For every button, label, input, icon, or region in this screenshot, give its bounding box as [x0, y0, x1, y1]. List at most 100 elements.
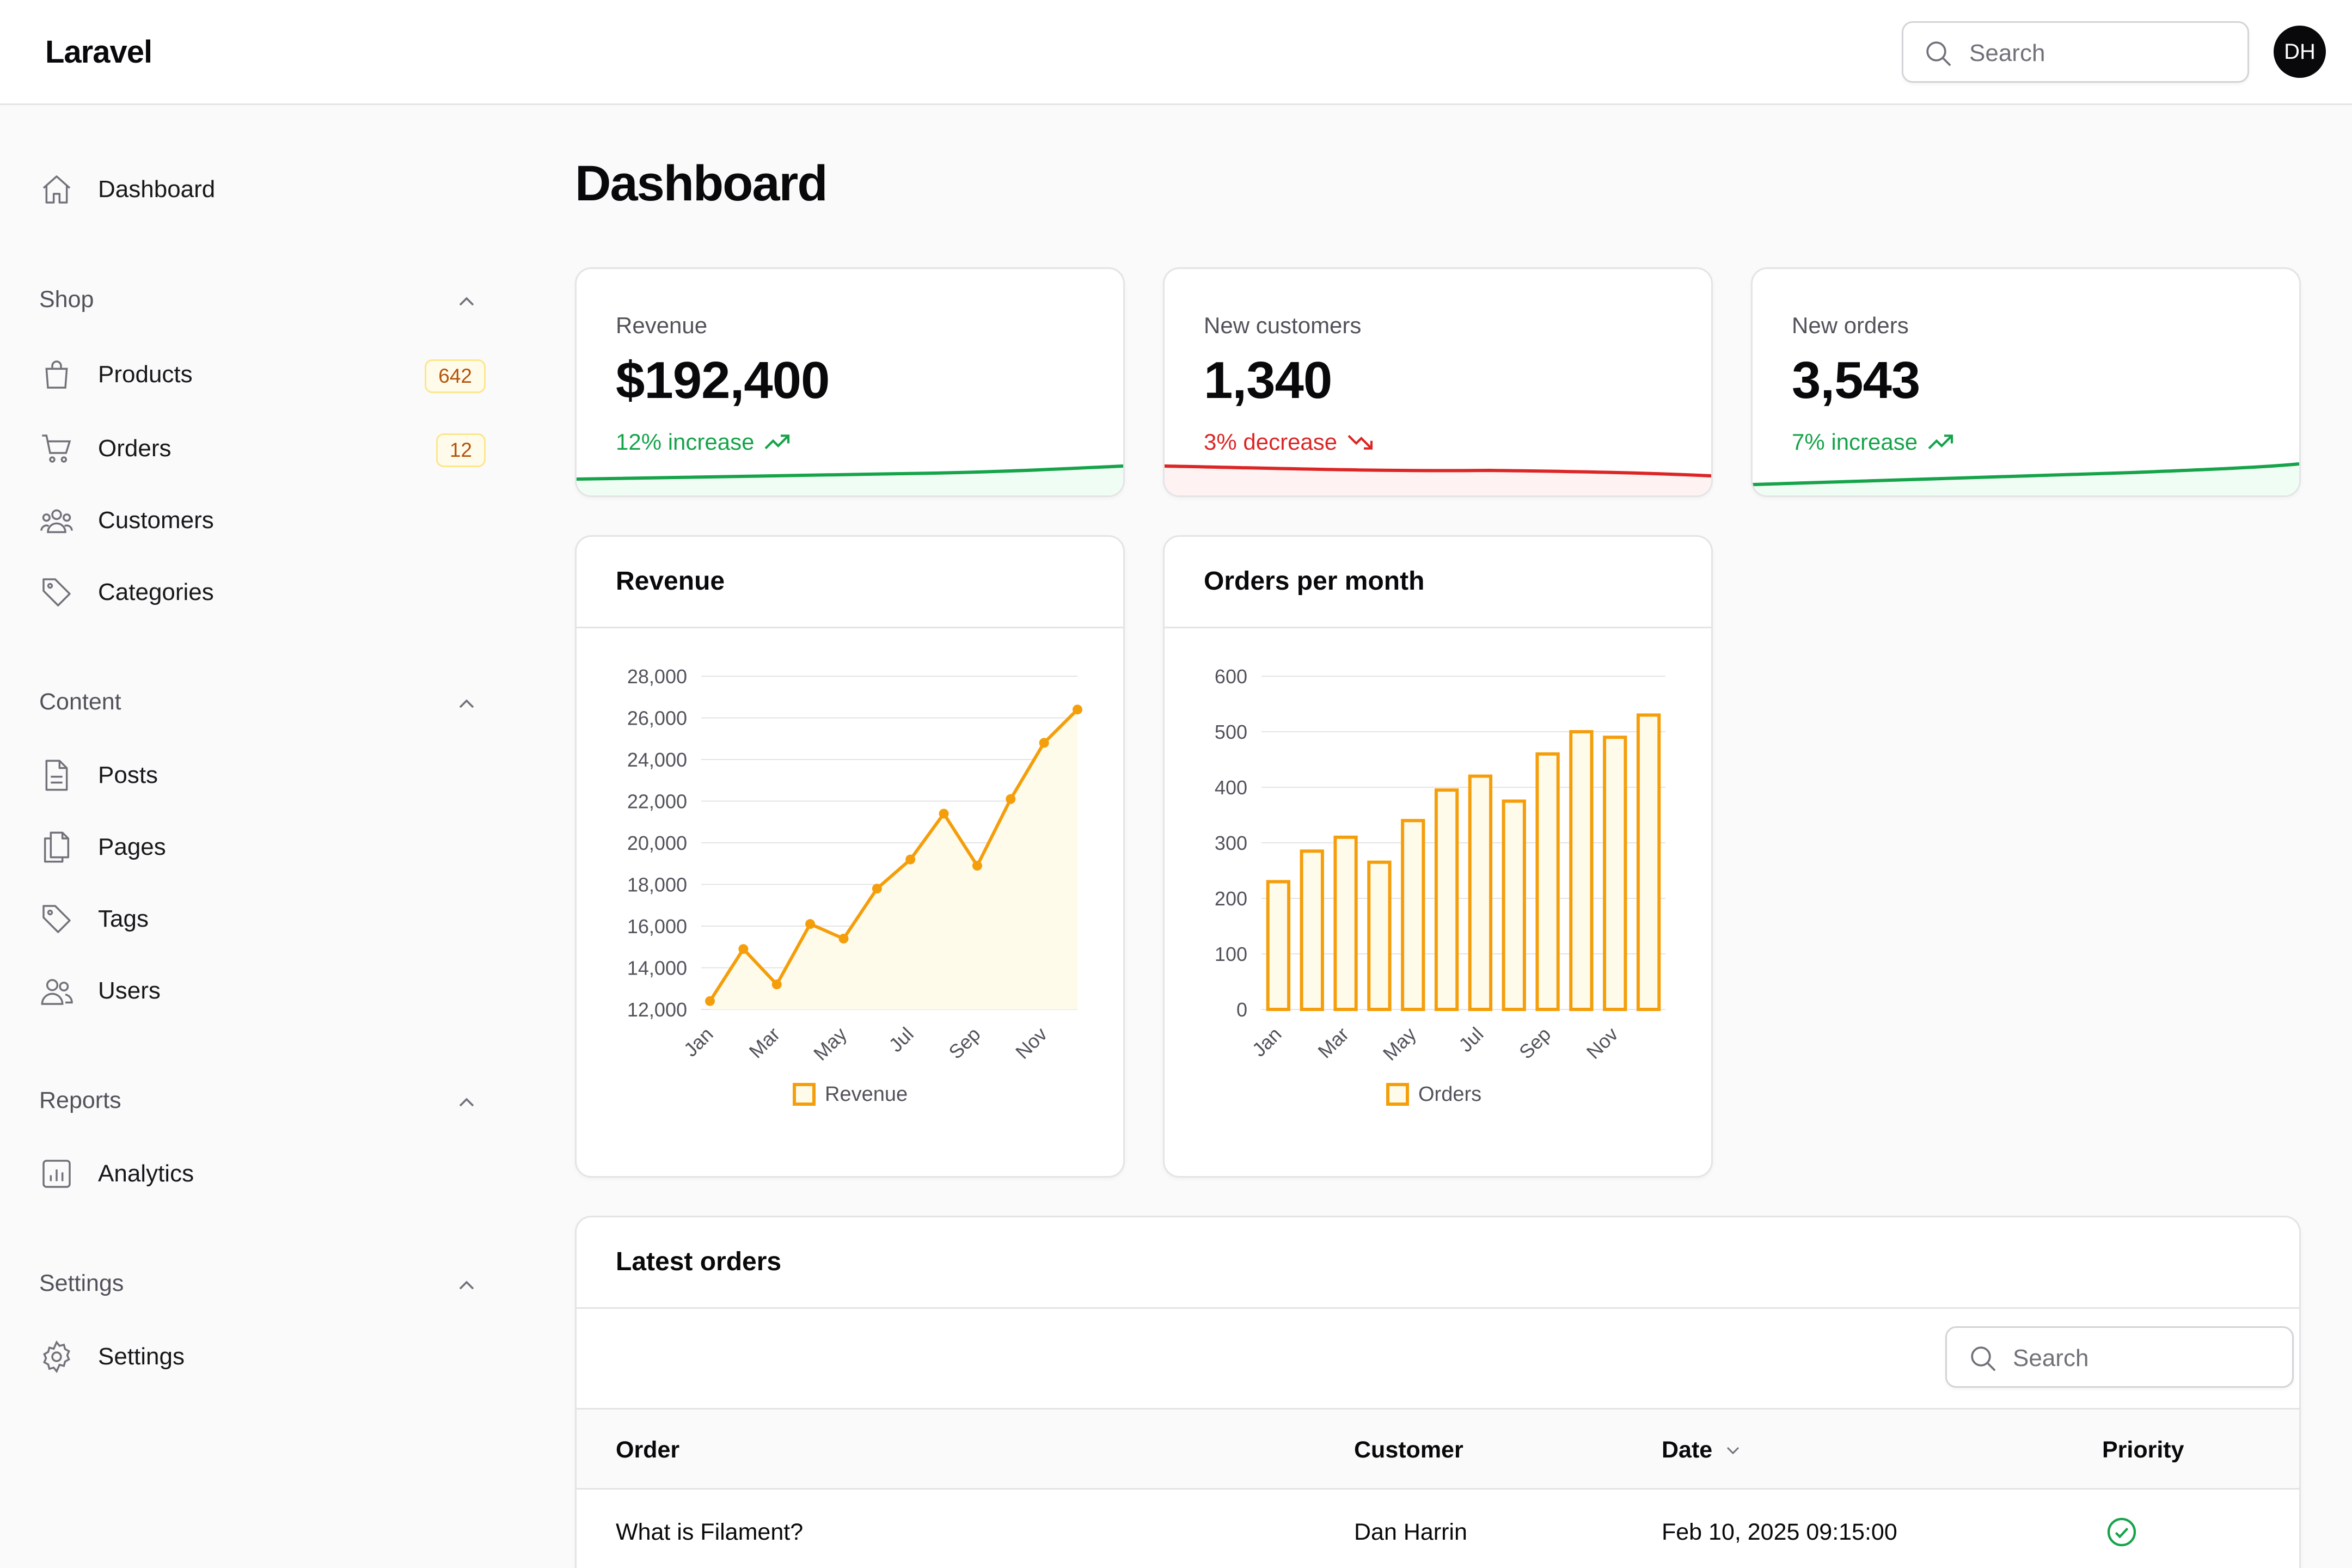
- column-header-customer[interactable]: Customer: [1354, 1437, 1463, 1463]
- cell-date: Feb 10, 2025 09:15:00: [1662, 1519, 1897, 1545]
- check-circle-icon: [2107, 1517, 2136, 1547]
- stat-card-new-orders: New orders 3,543 7% increase: [1751, 267, 2301, 497]
- y-tick-label: 14,000: [627, 957, 687, 979]
- search-placeholder: Search: [1969, 40, 2045, 66]
- stat-trend-text: 12% increase: [616, 429, 755, 455]
- user-avatar[interactable]: DH: [2274, 26, 2326, 78]
- y-tick-label: 28,000: [627, 665, 687, 688]
- tag-icon: [42, 578, 71, 607]
- sidebar-item-label: Analytics: [98, 1160, 194, 1187]
- chevron-up-icon[interactable]: [454, 1272, 480, 1298]
- legend-label: Orders: [1418, 1083, 1481, 1106]
- y-tick-label: 16,000: [627, 915, 687, 938]
- stat-label: Revenue: [616, 313, 708, 338]
- orders-chart-card: Orders per month 0 100 200 300 400 500 600 Jan M…: [1163, 535, 1713, 1178]
- stat-value: $192,400: [616, 351, 830, 409]
- sparkline: [577, 464, 1123, 495]
- card-header: Revenue: [577, 537, 1123, 628]
- search-icon: [1926, 41, 1951, 66]
- brand-logo[interactable]: Laravel: [45, 34, 152, 70]
- bar-orders: [1636, 713, 1661, 1011]
- x-tick-label: Jan: [1248, 1023, 1286, 1061]
- sidebar-item-label: Dashboard: [98, 176, 216, 203]
- search-icon: [1971, 1346, 1996, 1371]
- group-label-settings[interactable]: Settings: [39, 1270, 124, 1296]
- latest-orders-card: Latest orders Search Order Customer Date…: [575, 1216, 2301, 1568]
- legend-swatch: [793, 1083, 816, 1106]
- y-tick-label: 24,000: [627, 749, 687, 771]
- column-header-priority[interactable]: Priority: [2102, 1437, 2184, 1463]
- chevron-up-icon[interactable]: [454, 1089, 480, 1116]
- y-tick-label: 22,000: [627, 791, 687, 813]
- y-tick-label: 400: [1215, 776, 1247, 799]
- x-tick-label: Mar: [745, 1023, 785, 1063]
- shopping-cart-icon: [42, 434, 71, 463]
- chevron-up-icon[interactable]: [454, 691, 480, 717]
- chevron-up-icon[interactable]: [454, 289, 480, 315]
- bar-orders: [1401, 819, 1425, 1011]
- sidebar-item-categories[interactable]: Categories: [39, 571, 486, 614]
- series-area: [710, 709, 1077, 1009]
- y-tick-label: 20,000: [627, 832, 687, 854]
- stat-trend: 7% increase: [1792, 427, 1956, 457]
- sidebar-item-products[interactable]: Products 642: [39, 353, 486, 396]
- sidebar-item-label: Users: [98, 977, 161, 1004]
- table-search-input[interactable]: Search: [1945, 1326, 2294, 1388]
- stat-value: 1,340: [1204, 351, 1332, 409]
- sidebar-item-label: Products: [98, 361, 193, 388]
- shopping-bag-icon: [45, 360, 68, 389]
- column-header-order[interactable]: Order: [616, 1437, 680, 1463]
- stat-card-new-customers: New customers 1,340 3% decrease: [1163, 267, 1713, 497]
- stat-value: 3,543: [1792, 351, 1920, 409]
- sidebar-item-label: Settings: [98, 1343, 185, 1370]
- group-label-shop[interactable]: Shop: [39, 286, 94, 313]
- x-tick-label: Nov: [1582, 1023, 1622, 1063]
- bar-orders: [1468, 774, 1493, 1011]
- y-tick-label: 26,000: [627, 707, 687, 730]
- documents-icon: [44, 831, 70, 863]
- card-title: Orders per month: [1204, 567, 1425, 596]
- sidebar: Dashboard Shop Products 642 Orders 12 Cu…: [0, 107, 523, 1568]
- global-search-input[interactable]: Search: [1902, 21, 2249, 83]
- stat-trend-text: 3% decrease: [1204, 429, 1338, 455]
- document-icon: [45, 759, 68, 791]
- sidebar-item-label: Customers: [98, 507, 214, 534]
- x-tick-label: May: [1379, 1023, 1420, 1065]
- sidebar-item-posts[interactable]: Posts: [39, 754, 486, 797]
- y-tick-label: 18,000: [627, 874, 687, 896]
- table-row[interactable]: What is Filament? Dan Harrin Feb 10, 202…: [577, 1490, 2299, 1568]
- stat-label: New orders: [1792, 313, 1909, 338]
- orders-count-badge: 12: [436, 433, 486, 467]
- y-tick-label: 500: [1215, 721, 1247, 743]
- orders-chart: 0 100 200 300 400 500 600 Jan Mar May Jul Sep Nov Ord…: [1215, 665, 1665, 1106]
- bar-orders: [1266, 880, 1291, 1011]
- column-header-date[interactable]: Date: [1662, 1437, 1744, 1463]
- x-tick-label: Nov: [1011, 1023, 1051, 1063]
- sidebar-item-tags[interactable]: Tags: [39, 897, 486, 941]
- trending-down-icon: [1347, 434, 1373, 450]
- y-tick-label: 12,000: [627, 999, 687, 1021]
- column-header-label: Date: [1662, 1437, 1713, 1463]
- stat-trend: 3% decrease: [1204, 427, 1375, 457]
- sidebar-item-analytics[interactable]: Analytics: [39, 1152, 486, 1196]
- cell-order: What is Filament?: [616, 1519, 804, 1545]
- group-label-content[interactable]: Content: [39, 689, 121, 715]
- series-line-revenue: [708, 708, 1079, 1002]
- sparkline: [1165, 464, 1711, 495]
- card-header: Orders per month: [1165, 537, 1711, 628]
- group-label-reports[interactable]: Reports: [39, 1087, 121, 1113]
- x-tick-label: Sep: [944, 1023, 984, 1063]
- sidebar-item-customers[interactable]: Customers: [39, 499, 486, 542]
- stat-trend: 12% increase: [616, 427, 792, 457]
- sidebar-item-orders[interactable]: Orders 12: [39, 427, 486, 470]
- data-point: [771, 979, 782, 990]
- sidebar-item-settings[interactable]: Settings: [39, 1335, 486, 1379]
- data-point: [939, 808, 949, 819]
- data-point: [1006, 794, 1016, 804]
- home-icon: [42, 175, 71, 204]
- sidebar-item-dashboard[interactable]: Dashboard: [39, 168, 486, 211]
- x-tick-label: Mar: [1313, 1023, 1353, 1063]
- sidebar-item-pages[interactable]: Pages: [39, 825, 486, 869]
- sidebar-item-label: Posts: [98, 762, 158, 788]
- sidebar-item-users[interactable]: Users: [39, 969, 486, 1013]
